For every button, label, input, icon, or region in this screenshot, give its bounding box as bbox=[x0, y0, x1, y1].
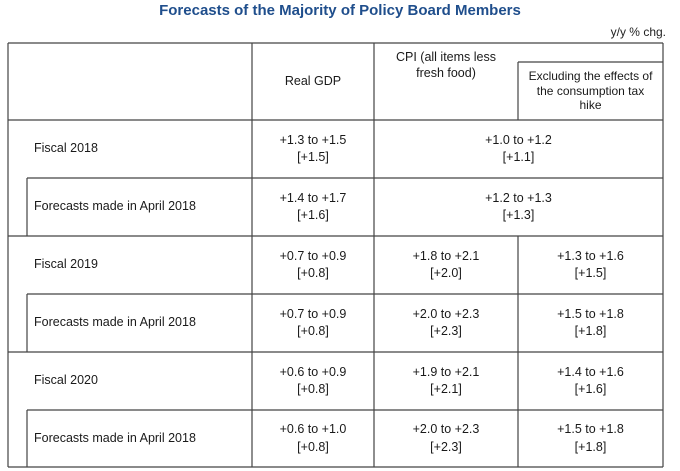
ex-range: +1.4 to +1.6 bbox=[557, 364, 624, 379]
cpi-april-forecast-2018: +1.2 to +1.3 [+1.3] bbox=[374, 178, 663, 236]
ex-median: [+1.5] bbox=[574, 266, 607, 280]
gdp-median: [+0.8] bbox=[297, 439, 329, 454]
cpi-median: [+2.3] bbox=[430, 324, 462, 338]
gdp-fiscal-2018: +1.3 to +1.5 [+1.5] bbox=[252, 120, 374, 178]
header-excluding-tax-hike: Excluding the effects of the consumption… bbox=[528, 69, 653, 113]
gdp-median: [+1.6] bbox=[297, 208, 329, 222]
header-cpi: CPI (all items less fresh food) bbox=[395, 50, 497, 80]
ex-range: +1.5 to +1.8 bbox=[557, 422, 624, 436]
header-real-gdp: Real GDP bbox=[284, 73, 342, 88]
cpi-april-forecast-2019: +2.0 to +2.3 [+2.3] bbox=[374, 294, 518, 352]
row-label-april-forecast-2020: Forecasts made in April 2018 bbox=[34, 430, 196, 445]
gdp-range: +0.7 to +0.9 bbox=[279, 248, 347, 263]
cpi-median: [+2.3] bbox=[430, 439, 462, 454]
cpi-fiscal-2019: +1.8 to +2.1 [+2.0] bbox=[374, 236, 518, 294]
gdp-range: +0.7 to +0.9 bbox=[279, 306, 347, 321]
gdp-fiscal-2020: +0.6 to +0.9 [+0.8] bbox=[252, 352, 374, 410]
cpi-median: [+1.3] bbox=[502, 208, 535, 222]
ex-median: [+1.6] bbox=[574, 382, 607, 396]
row-label-fiscal-2018: Fiscal 2018 bbox=[34, 141, 98, 156]
ex-fiscal-2019: +1.3 to +1.6 [+1.5] bbox=[518, 236, 663, 294]
gdp-fiscal-2019: +0.7 to +0.9 [+0.8] bbox=[252, 236, 374, 294]
gdp-median: [+0.8] bbox=[297, 382, 329, 396]
cpi-range: +1.8 to +2.1 bbox=[412, 248, 480, 263]
cpi-median: [+2.0] bbox=[430, 266, 462, 280]
cpi-range: +1.2 to +1.3 bbox=[485, 190, 552, 205]
gdp-range: +1.3 to +1.5 bbox=[279, 132, 347, 147]
cpi-fiscal-2020: +1.9 to +2.1 [+2.1] bbox=[374, 352, 518, 410]
row-label-fiscal-2019: Fiscal 2019 bbox=[34, 257, 98, 272]
cpi-fiscal-2018: +1.0 to +1.2 [+1.1] bbox=[374, 120, 663, 178]
ex-range: +1.3 to +1.6 bbox=[557, 248, 624, 263]
gdp-range: +0.6 to +0.9 bbox=[279, 364, 347, 379]
row-label-fiscal-2020: Fiscal 2020 bbox=[34, 373, 98, 388]
gdp-median: [+0.8] bbox=[297, 266, 329, 280]
gdp-range: +0.6 to +1.0 bbox=[279, 422, 347, 436]
cpi-range: +1.0 to +1.2 bbox=[485, 132, 552, 147]
cpi-april-forecast-2020: +2.0 to +2.3 [+2.3] bbox=[374, 410, 518, 467]
ex-range: +1.5 to +1.8 bbox=[557, 306, 624, 321]
cpi-range: +2.0 to +2.3 bbox=[412, 306, 480, 321]
cpi-median: [+1.1] bbox=[502, 150, 535, 164]
gdp-median: [+0.8] bbox=[297, 324, 329, 338]
cpi-range: +1.9 to +2.1 bbox=[412, 364, 480, 379]
ex-median: [+1.8] bbox=[574, 324, 607, 338]
ex-april-forecast-2019: +1.5 to +1.8 [+1.8] bbox=[518, 294, 663, 352]
gdp-april-forecast-2018: +1.4 to +1.7 [+1.6] bbox=[252, 178, 374, 236]
gdp-april-forecast-2019: +0.7 to +0.9 [+0.8] bbox=[252, 294, 374, 352]
cpi-median: [+2.1] bbox=[430, 382, 462, 396]
unit-label: y/y % chg. bbox=[610, 25, 666, 39]
gdp-april-forecast-2020: +0.6 to +1.0 [+0.8] bbox=[252, 410, 374, 467]
row-label-april-forecast-2019: Forecasts made in April 2018 bbox=[34, 315, 196, 330]
ex-april-forecast-2020: +1.5 to +1.8 [+1.8] bbox=[518, 410, 663, 467]
gdp-median: [+1.5] bbox=[297, 150, 329, 164]
ex-median: [+1.8] bbox=[574, 439, 607, 454]
page-title: Forecasts of the Majority of Policy Boar… bbox=[159, 2, 521, 19]
cpi-range: +2.0 to +2.3 bbox=[412, 422, 480, 436]
ex-fiscal-2020: +1.4 to +1.6 [+1.6] bbox=[518, 352, 663, 410]
row-label-april-forecast-2018: Forecasts made in April 2018 bbox=[34, 199, 196, 214]
gdp-range: +1.4 to +1.7 bbox=[279, 190, 347, 205]
